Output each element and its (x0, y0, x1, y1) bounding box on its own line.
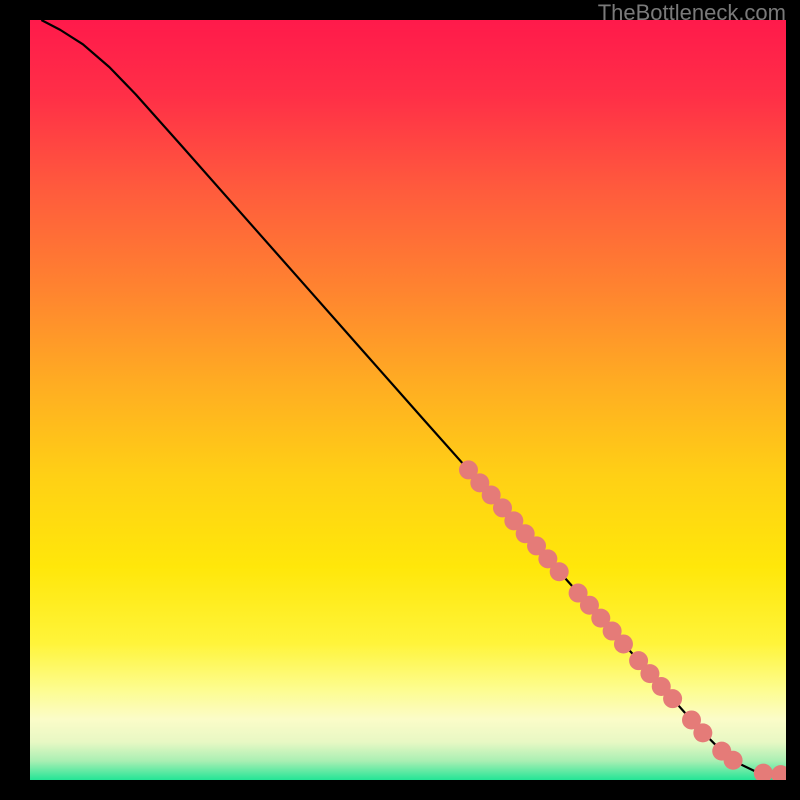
marker-point (663, 689, 682, 708)
marker-point (754, 764, 773, 780)
marker-point (693, 723, 712, 742)
marker-point (550, 562, 569, 581)
scatter-markers (30, 20, 786, 780)
marker-point (771, 765, 786, 780)
marker-point (724, 751, 743, 770)
marker-point (614, 634, 633, 653)
plot-area (30, 20, 786, 780)
watermark-label: TheBottleneck.com (598, 0, 786, 26)
